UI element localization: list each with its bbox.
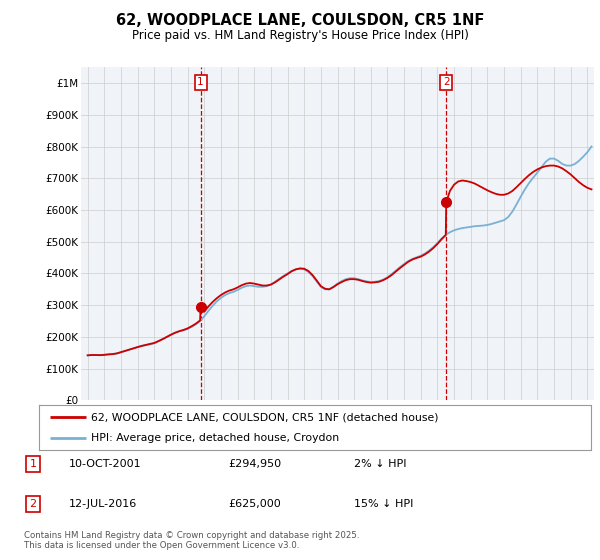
Text: Price paid vs. HM Land Registry's House Price Index (HPI): Price paid vs. HM Land Registry's House … [131, 29, 469, 42]
Text: 2: 2 [443, 77, 449, 87]
Text: 62, WOODPLACE LANE, COULSDON, CR5 1NF: 62, WOODPLACE LANE, COULSDON, CR5 1NF [116, 13, 484, 28]
Text: 12-JUL-2016: 12-JUL-2016 [69, 499, 137, 509]
Text: 1: 1 [197, 77, 204, 87]
Text: 1: 1 [29, 459, 37, 469]
Text: 15% ↓ HPI: 15% ↓ HPI [354, 499, 413, 509]
Text: £625,000: £625,000 [228, 499, 281, 509]
Text: Contains HM Land Registry data © Crown copyright and database right 2025.
This d: Contains HM Land Registry data © Crown c… [24, 531, 359, 550]
Text: HPI: Average price, detached house, Croydon: HPI: Average price, detached house, Croy… [91, 433, 340, 444]
Text: 2% ↓ HPI: 2% ↓ HPI [354, 459, 407, 469]
Text: 2: 2 [29, 499, 37, 509]
Text: £294,950: £294,950 [228, 459, 281, 469]
Text: 62, WOODPLACE LANE, COULSDON, CR5 1NF (detached house): 62, WOODPLACE LANE, COULSDON, CR5 1NF (d… [91, 412, 439, 422]
Text: 10-OCT-2001: 10-OCT-2001 [69, 459, 142, 469]
